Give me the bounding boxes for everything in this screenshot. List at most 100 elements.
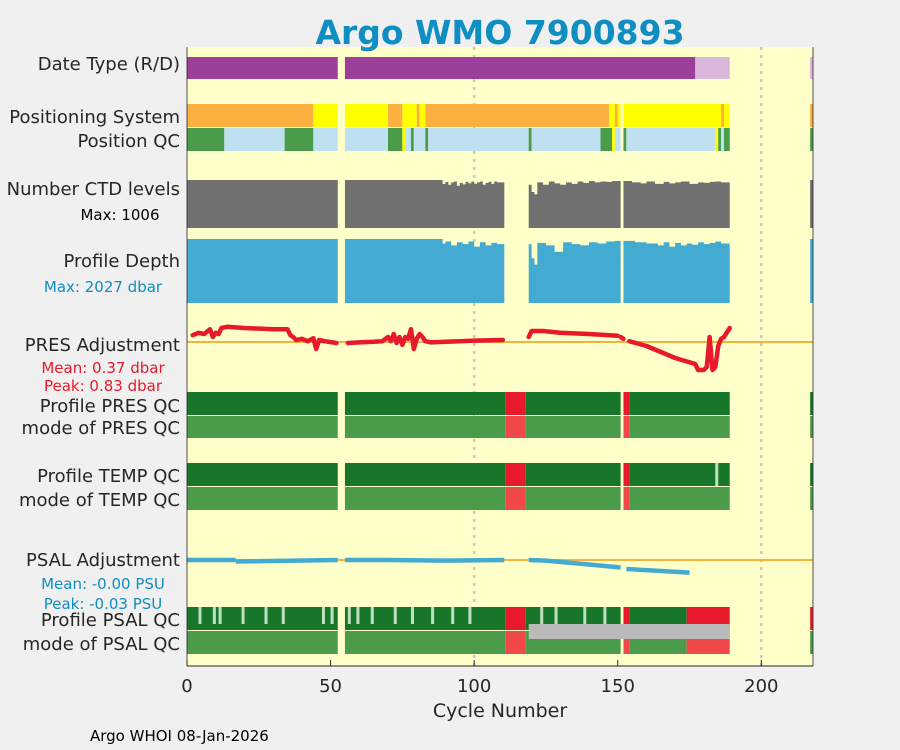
positioning-system-segment-13	[723, 104, 730, 127]
mode-pres-qc-segment-0	[187, 416, 338, 438]
profile-depth-area-2	[528, 240, 621, 303]
pres-adjustment-line-3	[618, 334, 626, 342]
positioning-system-segment-7	[425, 104, 610, 127]
row-sublabel2-psal-adjustment: Peak: -0.03 PSU	[44, 595, 163, 613]
psal-qc-tick-0	[198, 607, 202, 624]
pres-adjustment-line-1	[345, 326, 506, 352]
footer-credit: Argo WHOI 08-Jan-2026	[90, 727, 269, 745]
position-qc-segment-18	[626, 128, 716, 151]
row-label-positioning-system: Positioning System	[9, 107, 180, 128]
pres-adjustment-line-2	[526, 328, 620, 340]
positioning-system-segment-0	[187, 104, 314, 127]
row-mode-psal-qc	[187, 624, 813, 654]
positioning-system-segment-3	[388, 104, 403, 127]
row-position-qc	[187, 128, 813, 151]
positioning-system-segment-8	[609, 104, 615, 127]
positioning-system-segment-10	[617, 104, 621, 127]
psal-qc-tick-15	[468, 607, 472, 624]
date-type-segment-0	[187, 57, 338, 79]
row-label-mode-temp-qc: mode of TEMP QC	[19, 490, 180, 511]
mode-pres-qc-segment-5	[629, 416, 730, 438]
profile-pres-qc-segment-4	[623, 392, 630, 415]
row-label-mode-psal-qc: mode of PSAL QC	[23, 634, 180, 655]
profile-depth-area-1	[344, 239, 505, 303]
profile-pres-qc-segment-5	[629, 392, 730, 415]
psal-adjustment-line-1	[235, 557, 338, 564]
position-qc-segment-22	[723, 128, 730, 151]
rows-layer	[187, 57, 813, 654]
row-ctd-levels	[187, 180, 813, 228]
row-label-ctd-levels: Number CTD levels	[7, 179, 180, 200]
profile-pres-qc-segment-0	[187, 392, 338, 415]
position-qc-segment-17	[623, 128, 627, 151]
position-qc-segment-21	[721, 128, 724, 151]
profile-temp-qc-segment-7	[718, 463, 730, 486]
date-type-segment-2	[695, 57, 730, 79]
mode-pres-qc-segment-1	[344, 416, 506, 438]
position-qc-segment-7	[405, 128, 411, 151]
mode-temp-qc-segment-1	[344, 487, 506, 510]
profile-psal-qc-segment-2	[505, 607, 526, 630]
row-profile-pres-qc	[187, 392, 813, 415]
psal-qc-tick-12	[410, 607, 414, 624]
mode-psal-qc-segment-1	[344, 631, 506, 654]
position-qc-segment-4	[344, 128, 389, 151]
row-label-profile-temp-qc: Profile TEMP QC	[37, 466, 180, 487]
row-sublabel-pres-adjustment: Mean: 0.37 dbar	[41, 359, 165, 377]
mode-psal-qc-segment-4	[623, 631, 630, 654]
row-sublabel-profile-depth: Max: 2027 dbar	[44, 278, 163, 296]
mode-temp-qc-segment-2	[505, 487, 526, 510]
positioning-system-segment-6	[419, 104, 426, 127]
x-tick-label-100: 100	[457, 676, 491, 697]
positioning-system-segment-9	[614, 104, 618, 127]
psal-qc-tick-9	[356, 607, 360, 624]
profile-psal-qc-segment-0	[187, 607, 338, 630]
x-tick-label-0: 0	[181, 676, 192, 697]
row-sublabel2-pres-adjustment: Peak: 0.83 dbar	[44, 377, 163, 395]
positioning-system-segment-5	[416, 104, 420, 127]
position-qc-segment-9	[413, 128, 426, 151]
psal-qc-tick-17	[554, 607, 558, 624]
profile-pres-qc-segment-3	[525, 392, 621, 415]
row-label-position-qc: Position QC	[77, 131, 180, 152]
position-qc-segment-23	[810, 128, 813, 151]
pres-adjustment-line-0	[190, 324, 339, 352]
mode-pres-qc-segment-4	[623, 416, 630, 438]
psal-qc-tick-1	[212, 607, 216, 624]
x-tick-label-150: 150	[601, 676, 635, 697]
psal-qc-tick-5	[281, 607, 285, 624]
row-mode-pres-qc	[187, 416, 813, 438]
position-qc-segment-20	[718, 128, 722, 151]
profile-temp-qc-segment-1	[344, 463, 506, 486]
psal-adjustment-line-3	[528, 557, 621, 570]
profile-psal-qc-segment-7	[810, 607, 813, 630]
position-qc-segment-19	[715, 128, 719, 151]
mode-psal-qc-segment-2	[505, 631, 526, 654]
mode-temp-qc-segment-3	[525, 487, 621, 510]
psal-qc-tick-6	[321, 607, 325, 624]
x-axis: 0 50 100 150 200	[181, 47, 814, 697]
pres-adjustment-line-4	[626, 325, 732, 373]
psal-qc-tick-19	[603, 607, 607, 624]
row-label-psal-adjustment: PSAL Adjustment	[26, 550, 180, 571]
psal-qc-tick-3	[241, 607, 245, 624]
position-qc-segment-3	[313, 128, 338, 151]
profile-depth-area-0	[187, 239, 338, 303]
positioning-system-segment-14	[810, 104, 813, 127]
psal-qc-tick-7	[330, 607, 334, 624]
mode-temp-qc-segment-5	[629, 487, 730, 510]
ctd-levels-area-3	[623, 180, 730, 228]
positioning-system-segment-12	[721, 104, 724, 127]
position-qc-segment-12	[528, 128, 532, 151]
positioning-system-segment-4	[402, 104, 417, 127]
profile-depth-area-3	[623, 240, 730, 303]
ctd-levels-area-2	[528, 180, 621, 228]
row-mode-temp-qc	[187, 487, 813, 510]
date-type-segment-3	[810, 57, 813, 79]
positioning-system-segment-1	[313, 104, 338, 127]
row-sublabel-ctd-levels: Max: 1006	[80, 206, 159, 224]
position-qc-segment-13	[531, 128, 601, 151]
psal-qc-tick-18	[583, 607, 587, 624]
lines-layer	[187, 324, 813, 575]
positioning-system-segment-2	[344, 104, 389, 127]
